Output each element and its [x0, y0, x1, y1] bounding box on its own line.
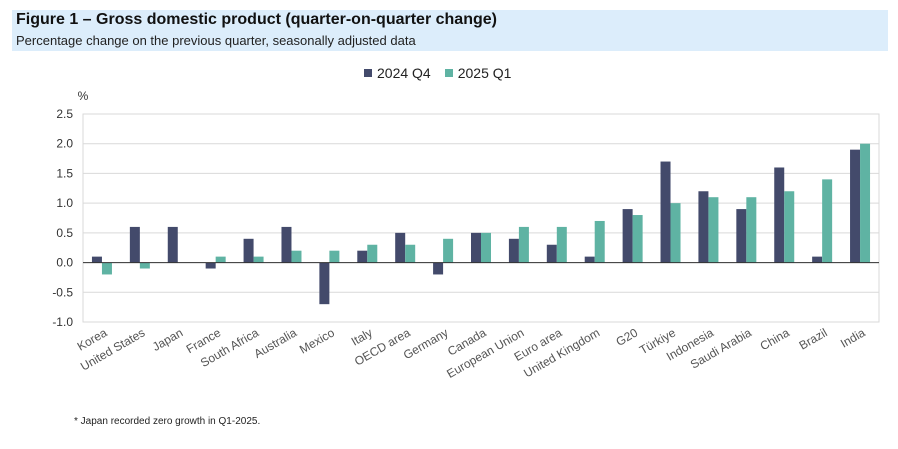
- bar-series-1: [622, 209, 633, 263]
- y-tick-label: 0.5: [56, 226, 73, 240]
- bar-series-2: [101, 262, 112, 275]
- x-tick-label: Japan: [150, 325, 185, 353]
- x-tick-label: China: [758, 325, 792, 353]
- bar-series-1: [129, 226, 140, 263]
- x-tick-label: Brazil: [797, 325, 830, 352]
- legend-label-series-1: 2024 Q4: [377, 65, 431, 81]
- bar-series-2: [367, 244, 378, 263]
- y-tick-label: -0.5: [52, 285, 73, 299]
- bar-series-1: [91, 256, 102, 263]
- bar-series-1: [319, 262, 330, 305]
- bar-series-2: [708, 197, 719, 263]
- x-tick-label: India: [838, 325, 868, 350]
- y-tick-label: 1.5: [56, 166, 73, 180]
- bar-series-1: [508, 238, 519, 263]
- bar-series-1: [205, 262, 216, 269]
- bar-series-2: [329, 250, 340, 263]
- bar-series-1: [850, 149, 861, 263]
- y-tick-label: 2.0: [56, 137, 73, 151]
- footnote: * Japan recorded zero growth in Q1-2025.: [74, 416, 261, 427]
- bar-series-2: [405, 244, 416, 263]
- legend-item-series-2: 2025 Q1: [444, 65, 512, 81]
- y-axis-label: %: [78, 89, 89, 103]
- bar-series-2: [481, 232, 491, 263]
- chart-legend: 2024 Q4 2025 Q1: [364, 64, 525, 82]
- bar-series-1: [167, 226, 178, 263]
- y-tick-label: 2.5: [56, 107, 73, 121]
- bar-series-1: [660, 161, 671, 263]
- y-tick-label: 1.0: [56, 196, 73, 210]
- bar-series-2: [556, 226, 567, 263]
- x-tick-label: Australia: [252, 325, 300, 361]
- bar-series-1: [774, 167, 785, 263]
- legend-label-series-2: 2025 Q1: [457, 65, 512, 81]
- bar-series-2: [670, 203, 681, 263]
- figure-header: Figure 1 – Gross domestic product (quart…: [12, 10, 888, 51]
- bar-series-1: [281, 226, 292, 263]
- x-tick-label: Mexico: [297, 325, 337, 356]
- bar-series-2: [443, 238, 454, 263]
- bar-series-2: [518, 226, 529, 263]
- legend-swatch-series-1: [364, 69, 372, 77]
- bar-series-2: [822, 179, 833, 263]
- bar-series-2: [632, 215, 643, 263]
- bar-series-1: [471, 232, 481, 263]
- plot-frame: [82, 113, 880, 323]
- bar-series-2: [594, 220, 605, 263]
- bar-series-1: [584, 256, 595, 263]
- legend-item-series-1: 2024 Q4: [364, 65, 431, 81]
- figure-title: Figure 1 – Gross domestic product (quart…: [16, 11, 497, 28]
- bar-series-2: [860, 143, 871, 263]
- bar-series-2: [746, 197, 757, 263]
- bar-series-1: [698, 191, 709, 263]
- bar-series-2: [253, 256, 264, 263]
- bar-series-2: [139, 262, 150, 269]
- bar-series-1: [433, 262, 444, 275]
- bar-series-1: [546, 244, 557, 263]
- bar-series-1: [736, 209, 747, 263]
- bar-series-2: [291, 250, 302, 263]
- y-tick-label: -1.0: [52, 315, 73, 329]
- bar-series-1: [812, 256, 823, 263]
- bar-series-1: [243, 238, 254, 263]
- bar-series-1: [357, 250, 368, 263]
- y-tick-label: 0.0: [56, 256, 73, 270]
- bar-series-2: [215, 256, 226, 263]
- bar-series-1: [395, 232, 406, 263]
- legend-swatch-series-2: [444, 69, 453, 77]
- figure-subtitle: Percentage change on the previous quarte…: [16, 33, 416, 48]
- bar-series-2: [784, 191, 795, 263]
